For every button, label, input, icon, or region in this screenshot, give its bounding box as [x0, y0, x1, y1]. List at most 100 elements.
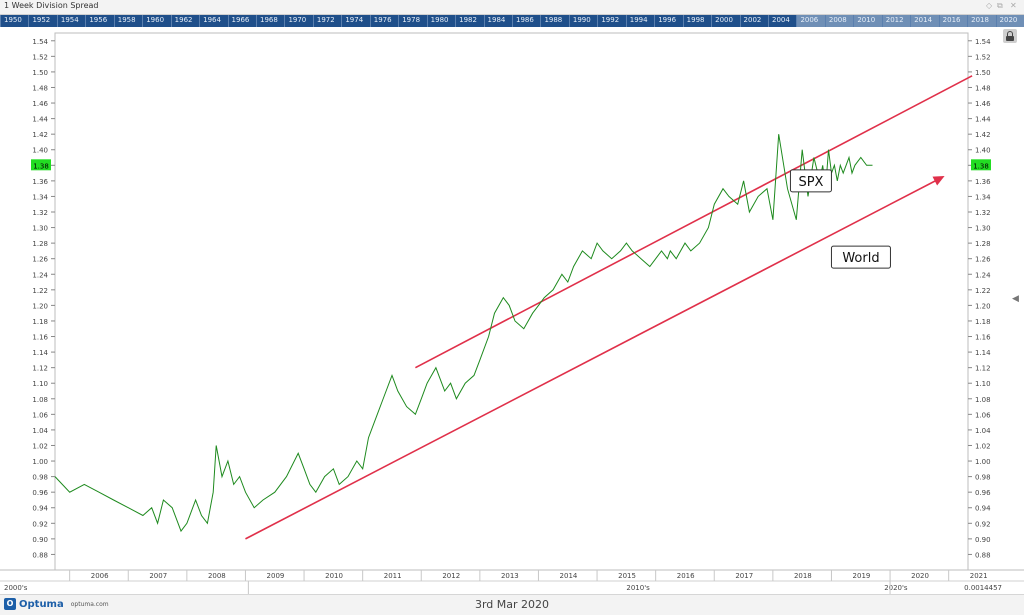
channel-upper-line [415, 75, 973, 369]
overview-year-label: 2020 [999, 16, 1018, 24]
overview-year-label: 2016 [942, 16, 961, 24]
overview-year-label: 1964 [203, 16, 221, 24]
overview-year-label: 1976 [373, 16, 392, 24]
annotation-label: SPX [798, 175, 823, 190]
y-tick-label: 1.54 [975, 38, 991, 46]
y-tick-label: 0.92 [975, 520, 991, 528]
y-tick-label: 1.08 [32, 396, 48, 404]
overview-year-label: 1978 [402, 16, 421, 24]
y-tick-label: 1.10 [32, 380, 48, 388]
y-tick-label: 1.14 [975, 349, 991, 357]
x-tick-label: 2014 [560, 572, 578, 580]
y-tick-label: 1.52 [32, 53, 48, 61]
overview-year-label: 1974 [345, 16, 364, 24]
x-tick-label: 2012 [442, 572, 460, 580]
decade-label: 2020's [884, 584, 908, 592]
y-tick-label: 1.50 [975, 69, 991, 77]
close-icon[interactable]: ✕ [1010, 1, 1017, 10]
last-value-label: 1.38 [973, 162, 989, 170]
y-tick-label: 1.24 [32, 271, 48, 279]
y-tick-label: 1.40 [975, 147, 991, 155]
y-tick-label: 0.92 [32, 520, 48, 528]
y-axis-right: 0.88 0.90 0.92 0.94 0.96 0.98 1.00 1.02 1.04 1.06… [968, 38, 991, 559]
overview-year-label: 2010 [857, 16, 876, 24]
lock-icon[interactable] [1003, 29, 1017, 43]
overview-year-label: 1968 [260, 16, 278, 24]
y-tick-label: 1.10 [975, 380, 991, 388]
chart-gridlines [54, 32, 969, 571]
y-tick-label: 1.40 [32, 147, 48, 155]
y-tick-label: 1.30 [975, 225, 991, 233]
y-tick-label: 0.96 [32, 489, 48, 497]
y-tick-label: 1.00 [975, 458, 991, 466]
y-tick-label: 1.16 [975, 334, 991, 342]
y-tick-label: 1.32 [32, 209, 48, 217]
channel-arrowhead [932, 176, 945, 186]
chevron-left-icon[interactable]: ◀ [1012, 294, 1019, 304]
y-tick-label: 1.04 [32, 427, 48, 435]
y-tick-label: 1.36 [32, 178, 48, 186]
annotation-label: World [842, 251, 879, 266]
y-tick-label: 1.44 [32, 116, 48, 124]
y-tick-label: 1.20 [975, 302, 991, 310]
overview-year-label: 1972 [316, 16, 335, 24]
x-tick-label: 2011 [384, 572, 402, 580]
x-tick-label: 2007 [149, 572, 167, 580]
optuma-logo-icon: O [4, 598, 16, 610]
brand-logo: O Optuma optuma.com [4, 598, 109, 610]
y-tick-label: 1.46 [32, 100, 48, 108]
restore-icon[interactable]: ⧉ [997, 1, 1003, 10]
y-tick-label: 1.02 [975, 442, 991, 450]
overview-year-label: 1984 [487, 16, 506, 24]
overview-year-label: 2006 [800, 16, 819, 24]
annotation-box [830, 245, 891, 269]
y-tick-label: 0.96 [975, 489, 991, 497]
y-tick-label: 0.88 [975, 551, 991, 559]
overview-year-label: 1988 [544, 16, 563, 24]
brand-name: Optuma [19, 598, 64, 610]
x-tick-label: 2009 [267, 572, 285, 580]
y-tick-label: 1.32 [975, 209, 991, 217]
y-tick-label: 1.26 [975, 256, 991, 264]
x-tick-label: 2006 [91, 572, 109, 580]
y-tick-label: 1.42 [975, 131, 991, 139]
y-axis-left: 0.88 0.90 0.92 0.94 0.96 0.98 1.00 1.02 1.04 1.06… [32, 38, 55, 559]
overview-year-label: 1950 [4, 16, 22, 24]
y-tick-label: 1.14 [32, 349, 48, 357]
chart-annotations: SPX World [789, 169, 891, 269]
overview-year-label: 2012 [885, 16, 904, 24]
pin-icon[interactable]: ◇ [986, 1, 993, 10]
y-tick-label: 1.08 [975, 396, 991, 404]
y-tick-label: 1.22 [32, 287, 48, 295]
y-tick-label: 1.46 [975, 100, 991, 108]
x-tick-label: 2010 [325, 572, 343, 580]
y-tick-label: 1.52 [975, 53, 991, 61]
overview-year-label: 2000 [715, 16, 733, 24]
x-tick-label: 2020 [911, 572, 929, 580]
x-tick-label: 2008 [208, 572, 226, 580]
overview-timeline[interactable]: 1950 1952 1954 1956 1958 1960 1962 1964 1966 1968… [0, 15, 1024, 27]
y-tick-label: 1.28 [975, 240, 991, 248]
price-chart[interactable]: 0.88 0.90 0.92 0.94 0.96 0.98 1.00 1.02 1.04 1.06… [0, 27, 1024, 594]
y-tick-label: 1.06 [32, 411, 48, 419]
window-titlebar: 1 Week Division Spread ◇ ⧉ ✕ [0, 0, 1024, 15]
y-tick-label: 1.18 [32, 318, 48, 326]
overview-year-label: 2004 [772, 16, 790, 24]
y-tick-label: 0.88 [32, 551, 48, 559]
y-tick-label: 1.48 [975, 84, 991, 92]
y-tick-label: 1.00 [32, 458, 48, 466]
overview-year-label: 1982 [459, 16, 477, 24]
x-tick-label: 2019 [853, 572, 871, 580]
last-value-label: 1.38 [33, 162, 49, 170]
overview-year-label: 2018 [971, 16, 989, 24]
y-tick-label: 1.54 [32, 38, 48, 46]
overview-year-label: 1956 [89, 16, 108, 24]
y-tick-label: 1.12 [975, 365, 991, 373]
y-tick-label: 1.30 [32, 225, 48, 233]
last-value-badge-left [31, 159, 51, 171]
plot-frame [54, 32, 969, 571]
y-tick-label: 1.02 [32, 442, 48, 450]
overview-year-label: 2002 [743, 16, 762, 24]
brand-url[interactable]: optuma.com [70, 600, 109, 608]
y-tick-label: 1.34 [32, 193, 48, 201]
